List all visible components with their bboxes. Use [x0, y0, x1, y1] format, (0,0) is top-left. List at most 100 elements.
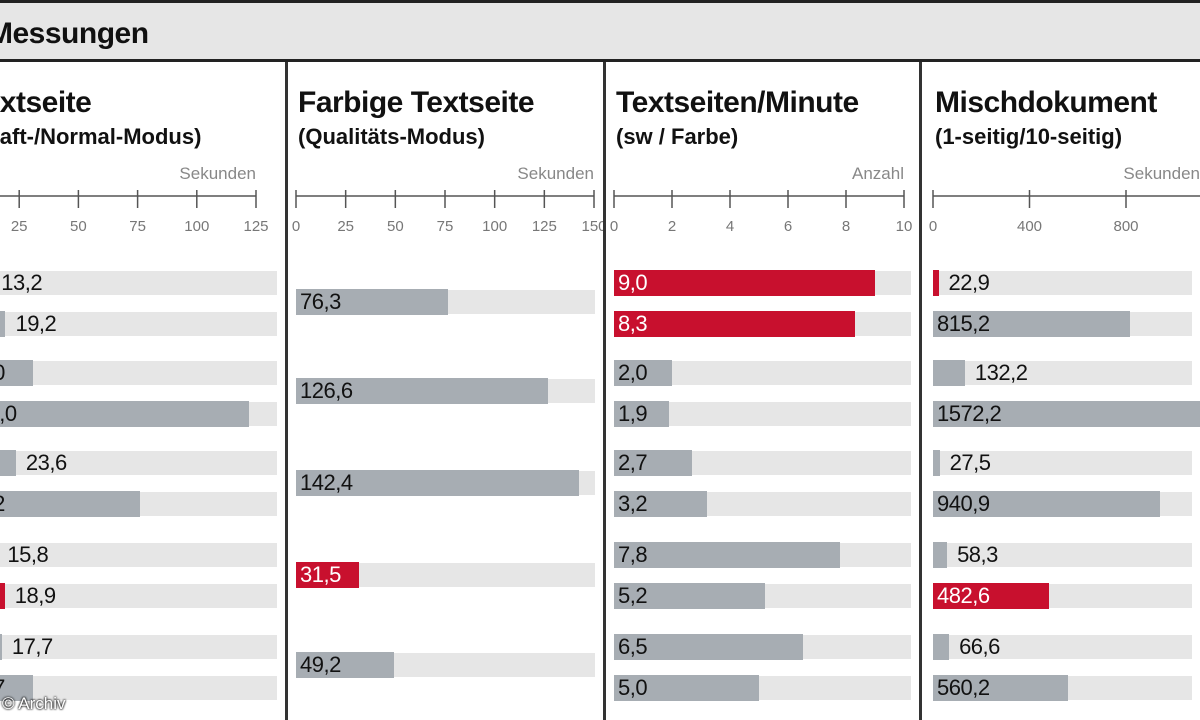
tick-label: 4	[726, 218, 734, 235]
tick-label: 100	[482, 218, 507, 235]
axis-svg: 04008001200	[929, 190, 1200, 235]
bar	[0, 491, 141, 517]
bar-highlight	[933, 270, 939, 296]
bar-value-label: 31,0	[0, 360, 5, 386]
bar-highlight	[614, 270, 875, 296]
bar-value-label: 5,2	[618, 583, 648, 608]
axis-unit-label: Sekunden	[517, 164, 594, 183]
bar-value-label: 3,2	[618, 491, 648, 516]
bar-highlight	[614, 311, 855, 337]
bar	[933, 675, 1069, 701]
axis-svg: 0 2 4 6 8 10	[610, 190, 913, 235]
bar-value-label: 2,0	[618, 360, 648, 385]
tick-label: 50	[70, 218, 87, 235]
tick-label: 10	[896, 218, 913, 235]
bar	[0, 360, 34, 386]
bar-value-label: 126,6	[300, 378, 353, 403]
bar-value-label: 7,8	[618, 542, 648, 567]
panel-textseite: Textseite (Draft-/Normal-Modus) Sekunden…	[0, 62, 285, 720]
panel-divider	[285, 62, 288, 720]
bar	[296, 378, 548, 404]
bar	[296, 289, 448, 315]
bar	[296, 652, 394, 678]
panel-divider	[919, 62, 922, 720]
panel-mischdokument: Mischdokument (1-seitig/10-seitig) Sekun…	[922, 62, 1200, 720]
tick-label: 2	[668, 218, 676, 235]
bar-value-label: 22,9	[948, 270, 990, 295]
tick-label: 8	[842, 218, 850, 235]
bar-track	[933, 361, 1192, 385]
bar	[933, 360, 965, 386]
bar-track	[0, 271, 277, 295]
bar-highlight	[0, 583, 5, 609]
panel-subtitle: (sw / Farbe)	[616, 124, 739, 149]
bar-value-label: 1,9	[618, 401, 648, 426]
bar-highlight	[296, 562, 359, 588]
axis-svg: 0 25 50 75 100 125 150	[292, 190, 603, 235]
bar-value-label: 19,2	[15, 311, 57, 336]
bar-track	[0, 361, 277, 385]
bar-track	[0, 676, 277, 700]
bar-track	[0, 543, 277, 567]
bar	[614, 401, 670, 427]
image-credit: © Archiv	[2, 694, 66, 713]
tick-label: 25	[337, 218, 354, 235]
bar	[933, 401, 1200, 427]
bar	[933, 542, 948, 568]
tick-label: 150	[581, 218, 603, 235]
bar-track	[0, 635, 277, 659]
bar-value-label: 560,2	[937, 675, 990, 700]
bar	[614, 491, 707, 517]
panel-farbige-textseite: Farbige Textseite (Qualitäts-Modus) Seku…	[288, 62, 603, 720]
bar	[614, 450, 693, 476]
bar	[0, 401, 249, 427]
panel-title: Textseiten/Minute	[616, 86, 859, 119]
bar-value-label: 66,6	[959, 634, 1000, 659]
bar	[933, 311, 1130, 337]
bar-track	[0, 312, 277, 336]
bar	[0, 634, 2, 660]
bar-track	[933, 635, 1192, 659]
bar-value-label: 122,0	[0, 401, 17, 426]
bar	[614, 675, 759, 701]
bar-value-label: 31,5	[300, 562, 341, 587]
bar-value-label: 17,7	[11, 634, 53, 659]
tick-label: 6	[784, 218, 792, 235]
bar-value-label: 30,7	[0, 675, 5, 701]
tick-label: 800	[1113, 218, 1138, 235]
axis-unit-label: Sekunden	[179, 164, 256, 183]
panel-textseiten-minute: Textseiten/Minute (sw / Farbe) Anzahl 0 2…	[606, 62, 919, 720]
tick-label: 0	[929, 218, 937, 235]
bar	[0, 311, 6, 337]
bar	[0, 675, 33, 701]
page-title: Messungen	[0, 17, 149, 50]
bar-value-label: 142,4	[300, 470, 353, 495]
tick-label: 75	[437, 218, 454, 235]
chart-panels: Textseite (Draft-/Normal-Modus) Sekunden…	[0, 62, 1200, 720]
panel-subtitle: (1-seitig/10-seitig)	[935, 124, 1123, 149]
panel-title: Farbige Textseite	[298, 86, 535, 119]
bar-value-label: 18,9	[14, 583, 56, 608]
axis-unit-label: Sekunden	[1123, 164, 1200, 183]
bar-value-label: 1572,2	[937, 401, 1002, 426]
bar-value-label: 482,6	[937, 583, 990, 608]
bar-track	[0, 451, 277, 475]
panel-title: Textseite	[0, 86, 92, 119]
bar-value-label: 940,9	[937, 491, 990, 516]
bar-value-label: 76,2	[0, 491, 5, 517]
bar-value-label: 27,5	[949, 450, 991, 475]
header-bar: Messungen	[0, 0, 1200, 62]
tick-label: 0	[610, 218, 618, 235]
bar-track	[0, 584, 277, 608]
tick-label: 75	[129, 218, 146, 235]
bar-value-label: 2,7	[618, 450, 648, 475]
tick-label: 0	[292, 218, 300, 235]
bar-value-label: 6,5	[618, 634, 648, 659]
panel-subtitle: (Draft-/Normal-Modus)	[0, 124, 202, 149]
bar	[933, 634, 950, 660]
bar	[614, 360, 672, 386]
bar	[614, 634, 803, 660]
bar-value-label: 23,6	[25, 450, 67, 475]
bar-track	[933, 451, 1192, 475]
